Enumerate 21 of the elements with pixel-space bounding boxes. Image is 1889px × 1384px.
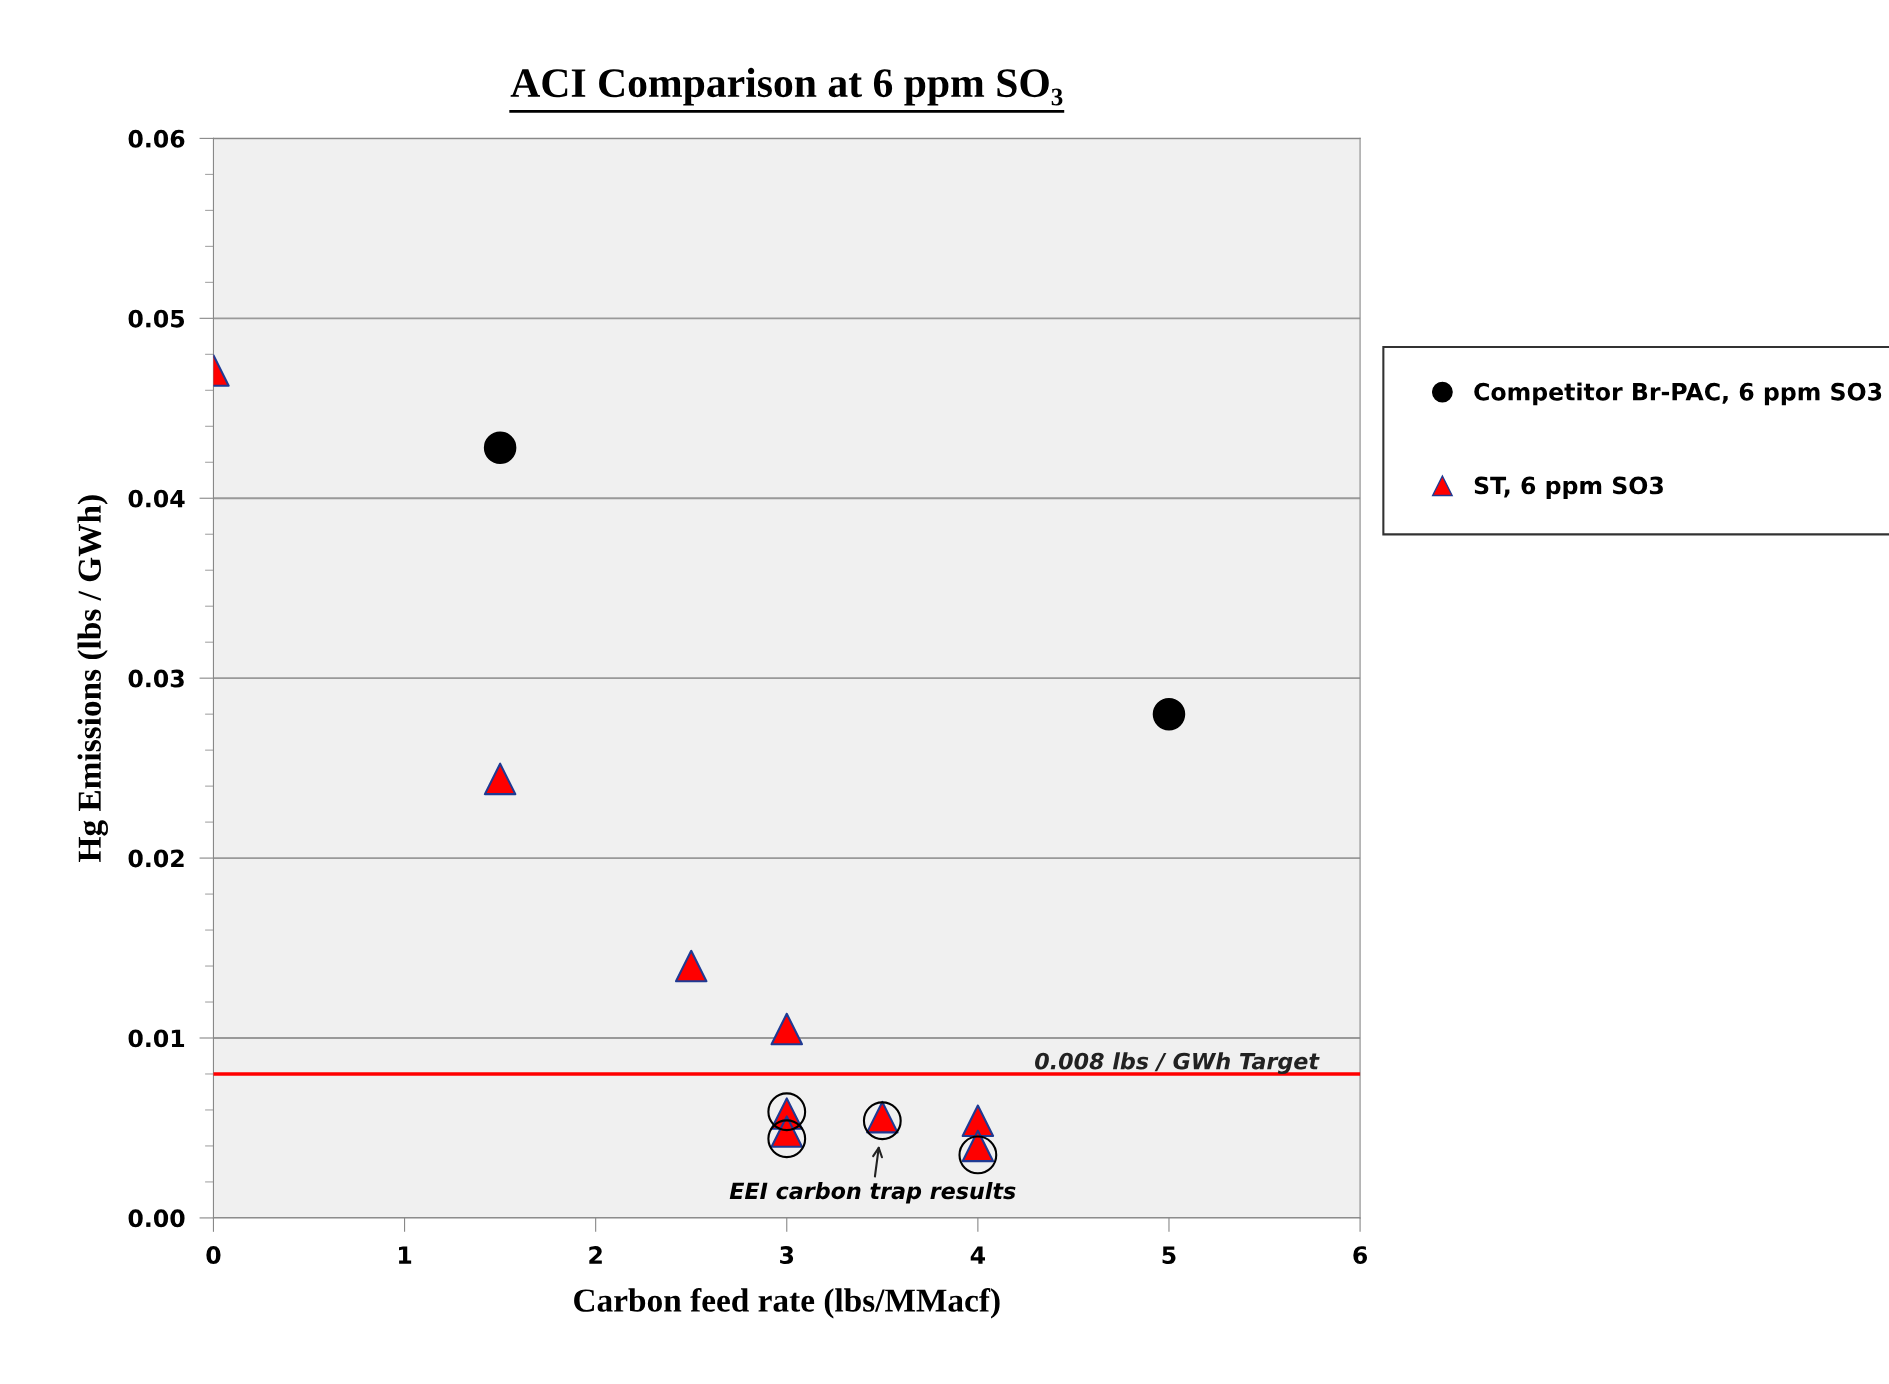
y-axis-title: Hg Emissions (lbs / GWh) [77, 495, 108, 862]
chart-title: ACI Comparison at 6 ppm SO₃ [510, 67, 1063, 106]
y-tick-label: 0.00 [128, 1209, 185, 1228]
x-tick-label: 2 [589, 1246, 602, 1264]
legend-label: Competitor Br-PAC, 6 ppm SO3 [1474, 382, 1882, 406]
annotation: EEI carbon trap results [729, 1182, 1016, 1204]
y-tick-label: 0.03 [128, 669, 184, 688]
legend-label: ST, 6 ppm SO3 [1474, 476, 1663, 499]
ref-line-label: 0.008 lbs / GWh Target [1035, 1052, 1320, 1074]
x-axis-title: Carbon feed rate (lbs/MMacf) [574, 1287, 1000, 1319]
x-tick-label: 5 [1162, 1246, 1176, 1264]
x-tick-label: 4 [970, 1246, 985, 1264]
x-tick-label: 6 [1353, 1246, 1368, 1264]
y-tick-label: 0.04 [128, 489, 185, 508]
x-tick-label: 3 [780, 1246, 794, 1264]
y-tick-label: 0.01 [128, 1029, 185, 1048]
x-tick-label: 0 [206, 1246, 221, 1264]
x-tick-label: 1 [399, 1246, 412, 1264]
y-tick-label: 0.02 [128, 849, 184, 868]
y-tick-label: 0.05 [128, 309, 185, 328]
y-tick-label: 0.06 [128, 129, 185, 148]
